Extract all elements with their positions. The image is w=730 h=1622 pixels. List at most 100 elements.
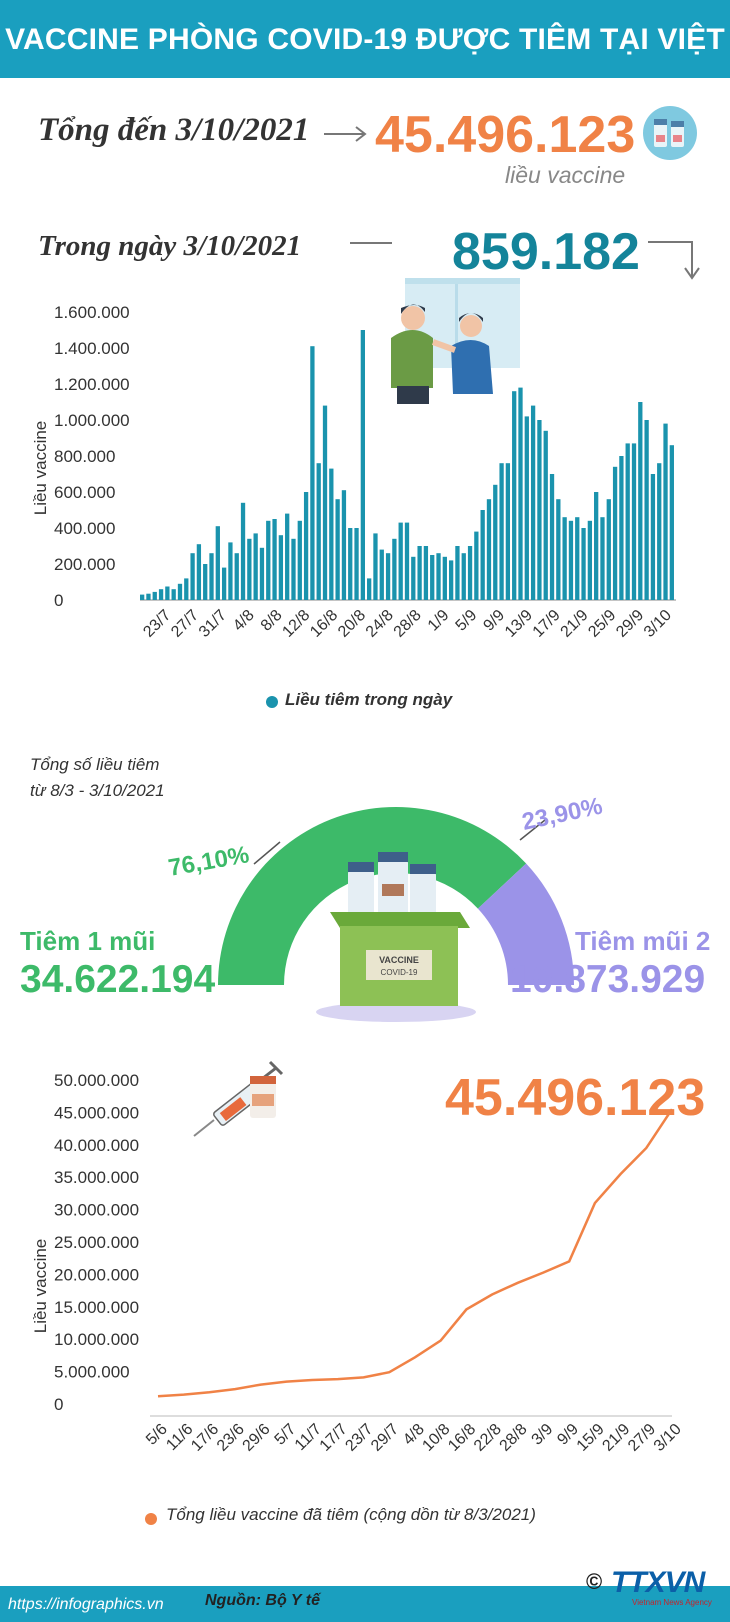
bar — [638, 402, 643, 600]
bar — [165, 586, 170, 600]
bar-x-tick-label: 31/7 — [196, 607, 230, 641]
bar — [455, 546, 460, 600]
bar — [259, 547, 265, 600]
cumulative-total-value: 45.496.123 — [445, 1069, 706, 1127]
line-chart-y-axis-label: Liều vaccine — [31, 1239, 50, 1334]
second-dose-value: 10.873.929 — [510, 958, 706, 1001]
header-banner: VACCINE PHÒNG COVID-19 ĐƯỢC TIÊM TẠI VIỆ… — [0, 0, 730, 136]
line-y-tick-label: 30.000.000 — [54, 1201, 139, 1220]
bar — [341, 490, 347, 600]
bar-x-tick-label: 24/8 — [363, 607, 397, 641]
line-y-tick-label: 5.000.000 — [54, 1363, 130, 1382]
bar — [335, 499, 340, 600]
bar-y-tick-label: 1.200.000 — [54, 375, 130, 394]
bar — [549, 474, 555, 600]
bar — [537, 420, 542, 600]
bar — [530, 405, 536, 600]
bar — [203, 564, 208, 600]
bar-x-tick-label: 20/8 — [335, 607, 369, 641]
bar — [442, 556, 447, 600]
line-x-tick-label: 27/9 — [625, 1421, 659, 1455]
bar-x-tick-label: 16/8 — [307, 607, 341, 641]
bar — [329, 468, 334, 600]
bar — [310, 346, 315, 600]
bar — [657, 463, 662, 600]
footer-url-link[interactable]: https://infographics.vn — [8, 1596, 164, 1613]
line-x-tick-label: 29/6 — [240, 1421, 274, 1455]
bar-x-tick-label: 29/9 — [613, 607, 647, 641]
bar — [177, 583, 183, 600]
bar — [499, 463, 504, 600]
cumulative-doses-line-chart: 0 5.000.000 10.000.000 15.000.000 20.000.000… — [31, 1071, 685, 1455]
arrow-right-icon — [324, 126, 367, 142]
bar — [436, 553, 441, 600]
bar-x-tick-label: 25/9 — [585, 607, 619, 641]
bar — [411, 556, 416, 600]
bar — [524, 416, 529, 600]
daily-doses-bar-chart: 0 200.000 400.000 600.000 800.000 1.000.000 1.… — [31, 303, 676, 641]
line-x-tick-label: 15/9 — [574, 1421, 608, 1455]
bar-x-tick-label: 27/7 — [168, 607, 202, 641]
bar — [316, 463, 321, 600]
bar — [398, 522, 403, 600]
bar — [196, 544, 202, 600]
second-dose-label: Tiêm mũi 2 — [575, 926, 711, 956]
cumulative-line — [157, 1108, 674, 1398]
bar — [556, 499, 561, 600]
second-dose-percent-label: 23,90% — [520, 793, 605, 836]
vaccine-vial-icon — [643, 106, 697, 160]
line-x-tick-label: 21/9 — [599, 1421, 633, 1455]
bar — [543, 430, 548, 600]
bar — [587, 520, 593, 600]
bar — [430, 555, 435, 600]
bar — [152, 591, 157, 600]
bar-x-tick-label: 17/9 — [530, 607, 564, 641]
leader-line-second — [519, 819, 546, 841]
bar — [594, 492, 599, 600]
line-x-tick-label: 11/6 — [163, 1421, 196, 1454]
bar-x-tick-label: 5/9 — [453, 607, 481, 635]
line-y-tick-label: 45.000.000 — [54, 1103, 139, 1122]
bar — [612, 466, 618, 600]
bar — [423, 546, 429, 600]
bar-x-tick-label: 21/9 — [558, 607, 592, 641]
box-sublabel: COVID-19 — [381, 968, 418, 977]
bar-y-tick-label: 200.000 — [54, 555, 115, 574]
bar — [619, 456, 624, 600]
bar — [190, 553, 195, 600]
bar — [581, 528, 586, 600]
bar-y-tick-label: 400.000 — [54, 519, 115, 538]
first-dose-percent-label: 76,10% — [166, 841, 251, 882]
page-title: VACCINE PHÒNG COVID-19 ĐƯỢC TIÊM TẠI VIỆ… — [5, 23, 725, 136]
copyright-symbol: © — [586, 1569, 603, 1594]
bar — [158, 589, 164, 600]
bar — [448, 560, 454, 600]
line-x-tick-label: 16/8 — [445, 1421, 479, 1455]
ttxvn-logo-subtitle: Vietnam News Agency — [632, 1598, 712, 1607]
bar — [644, 420, 649, 600]
bar-chart-y-axis-label: Liều vaccine — [31, 421, 50, 516]
bar — [285, 513, 290, 600]
donut-caption-line-1: Tổng số liều tiêm — [30, 755, 160, 774]
line-x-tick-label: 23/7 — [342, 1421, 376, 1455]
syringe-illustration — [193, 1060, 284, 1137]
bar — [184, 578, 189, 600]
line-y-tick-label: 40.000.000 — [54, 1136, 139, 1155]
bar — [505, 463, 511, 600]
bar — [417, 546, 422, 600]
line-y-tick-label: 20.000.000 — [54, 1265, 139, 1284]
box-label: VACCINE — [379, 955, 419, 965]
vaccination-illustration — [391, 278, 520, 404]
bar — [650, 474, 656, 600]
bar — [360, 330, 365, 600]
first-dose-label: Tiêm 1 mũi — [20, 926, 156, 956]
bar — [379, 549, 384, 600]
bar-x-tick-label: 3/10 — [641, 607, 675, 641]
bar — [234, 553, 239, 600]
bar — [518, 387, 523, 600]
line-x-tick-label: 3/10 — [651, 1421, 685, 1455]
bar-legend-marker — [266, 696, 278, 708]
line-y-tick-label: 25.000.000 — [54, 1233, 139, 1252]
bar — [404, 522, 410, 600]
bar-y-tick-label: 1.000.000 — [54, 411, 130, 430]
